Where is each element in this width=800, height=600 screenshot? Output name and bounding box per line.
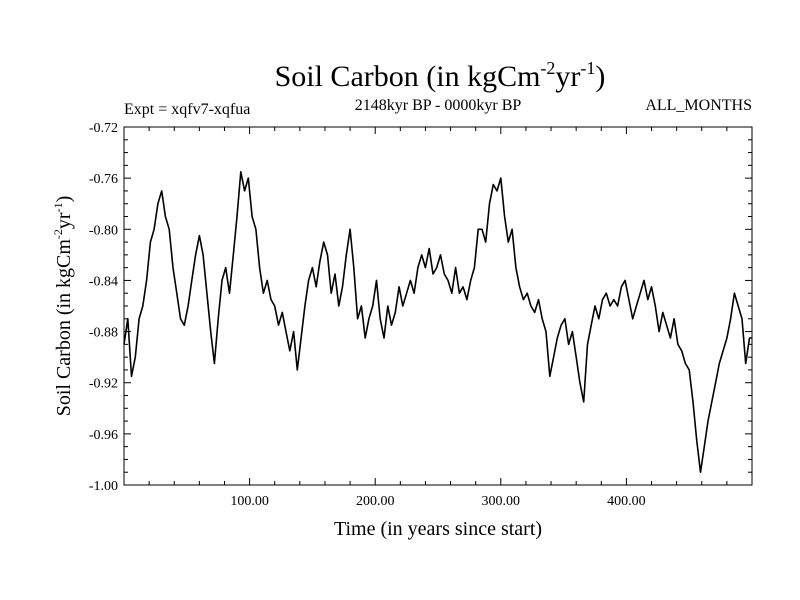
y-tick-label: -0.84 xyxy=(89,274,118,289)
title-exp2: -1 xyxy=(580,58,595,78)
y-axis-label: Soil Carbon (in kgCm-2yr-1) xyxy=(51,196,75,417)
y-tick-label: -1.00 xyxy=(89,479,118,494)
y-tick-label: -0.72 xyxy=(89,121,118,136)
ylabel-main: Soil Carbon (in kgCm xyxy=(53,239,75,417)
x-tick-label: 100.00 xyxy=(230,494,269,509)
series-line-soil-carbon xyxy=(123,171,752,474)
y-tick-label: -0.76 xyxy=(89,172,118,187)
y-tick-label: -0.88 xyxy=(89,326,118,341)
x-axis: 100.00 200.00 300.00 400.00 xyxy=(148,127,728,509)
title-end: ) xyxy=(595,60,605,93)
y-tick-label: -0.80 xyxy=(89,223,118,238)
ylabel-exp2: -1 xyxy=(51,202,65,212)
ylabel-mid: yr xyxy=(53,212,75,229)
x-tick-label: 200.00 xyxy=(356,494,395,509)
experiment-label: Expt = xqfv7-xqfua xyxy=(124,101,250,118)
y-tick-label: -0.92 xyxy=(89,377,118,392)
y-axis: -0.72 -0.76 -0.80 -0.84 -0.88 -0.92 -0.96 -1.00 xyxy=(89,121,752,494)
time-range-label: 2148kyr BP - 0000kyr BP xyxy=(355,97,522,114)
title-exp1: -2 xyxy=(540,58,555,78)
x-axis-label: Time (in years since start) xyxy=(334,518,542,540)
months-label: ALL_MONTHS xyxy=(645,97,752,114)
ylabel-exp1: -2 xyxy=(51,229,65,239)
x-tick-label: 300.00 xyxy=(482,494,521,509)
plot-frame xyxy=(123,126,753,486)
title-main: Soil Carbon (in kgCm xyxy=(275,60,541,93)
chart-title: Soil Carbon (in kgCm-2yr-1) xyxy=(275,58,606,93)
title-mid: yr xyxy=(555,60,580,93)
ylabel-end: ) xyxy=(53,196,75,203)
x-tick-label: 400.00 xyxy=(607,494,646,509)
y-tick-label: -0.96 xyxy=(89,428,118,443)
